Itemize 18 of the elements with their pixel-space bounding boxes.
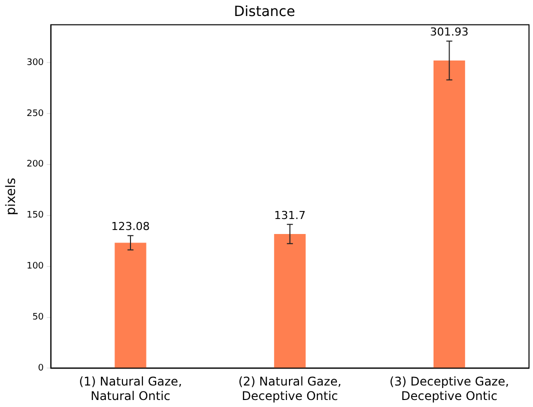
y-tick-label: 200 — [26, 160, 44, 170]
y-tick-label: 50 — [32, 312, 44, 323]
y-tick-label: 150 — [26, 210, 44, 221]
y-tick-label: 100 — [26, 262, 44, 272]
data-label: 131.7 — [274, 208, 306, 222]
y-tick-label: 300 — [26, 58, 44, 68]
bar — [274, 234, 306, 368]
x-tick-label: (3) Deceptive Gaze, Deceptive Ontic — [390, 374, 510, 403]
y-axis-title: pixels — [4, 178, 20, 216]
y-tick-label: 0 — [38, 364, 44, 374]
x-tick-label: (2) Natural Gaze, Deceptive Ontic — [238, 374, 342, 403]
chart-title: Distance — [234, 4, 296, 20]
data-label: 123.08 — [111, 220, 150, 234]
bar — [114, 242, 146, 368]
y-tick-label: 250 — [26, 108, 44, 119]
x-tick-label: (1) Natural Gaze, Natural Ontic — [78, 374, 182, 403]
bar — [434, 60, 466, 368]
data-label: 301.93 — [430, 26, 469, 39]
